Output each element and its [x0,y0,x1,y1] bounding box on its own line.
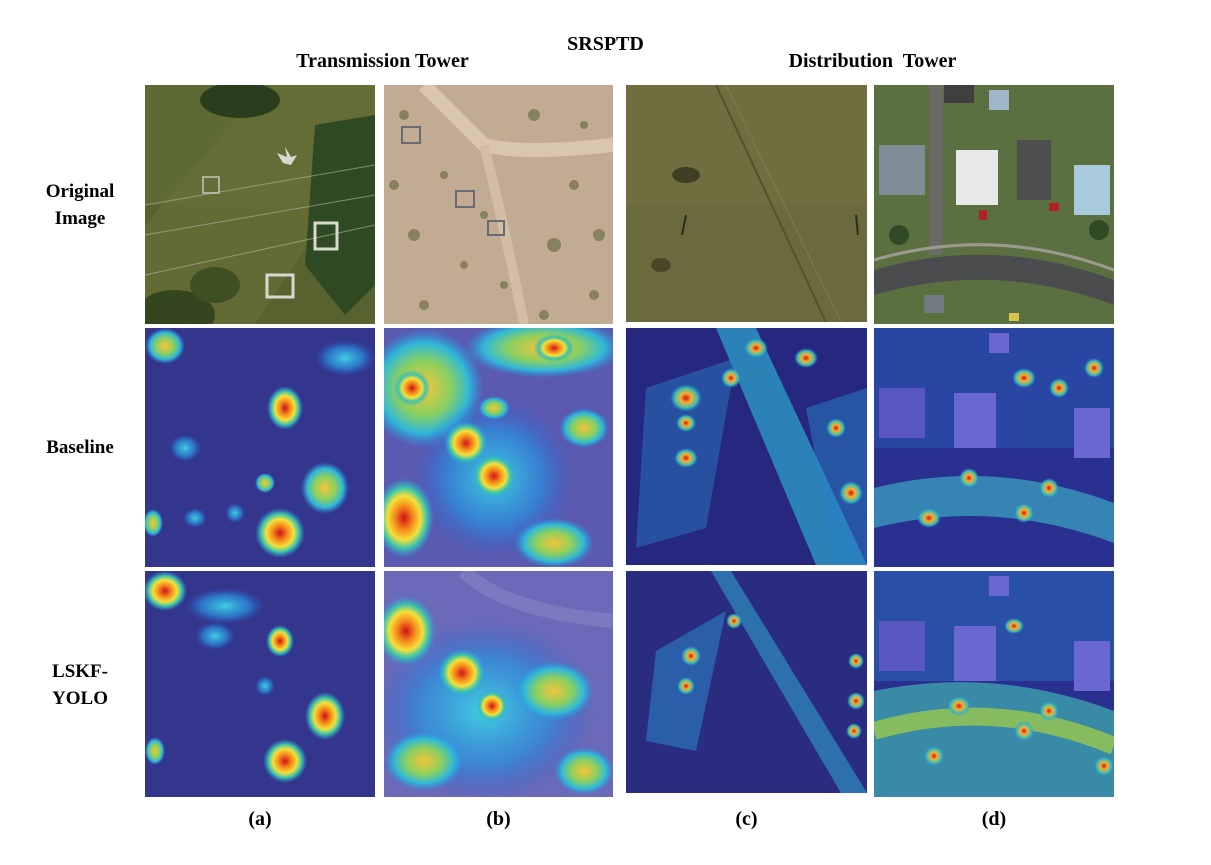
column-label-b: (b) [486,808,511,830]
group-title-transmission: Transmission Tower [296,50,469,72]
lskf-yolo-heatmap-c [626,571,867,793]
column-label-c: (c) [735,808,758,830]
group-title-distribution: Distribution Tower [788,50,957,72]
baseline-heatmap-d [874,328,1114,567]
row-label-original: Original Image [45,181,115,229]
column-label-a: (a) [248,808,272,830]
baseline-heatmap-c [626,328,867,565]
dataset-title: SRSPTD [567,33,644,55]
row-label-baseline: Baseline [46,437,114,458]
original-image-a [145,85,375,324]
lskf-yolo-heatmap-b [384,571,613,797]
baseline-heatmap-b [384,328,613,567]
original-image-d [874,85,1114,324]
original-image-c [626,85,867,322]
lskf-yolo-heatmap-a [145,571,375,797]
row-label-lskf-yolo: LSKF- YOLO [52,661,108,709]
original-image-b [384,85,613,324]
lskf-yolo-heatmap-d [874,571,1114,797]
baseline-heatmap-a [145,328,375,567]
column-label-d: (d) [981,808,1007,830]
